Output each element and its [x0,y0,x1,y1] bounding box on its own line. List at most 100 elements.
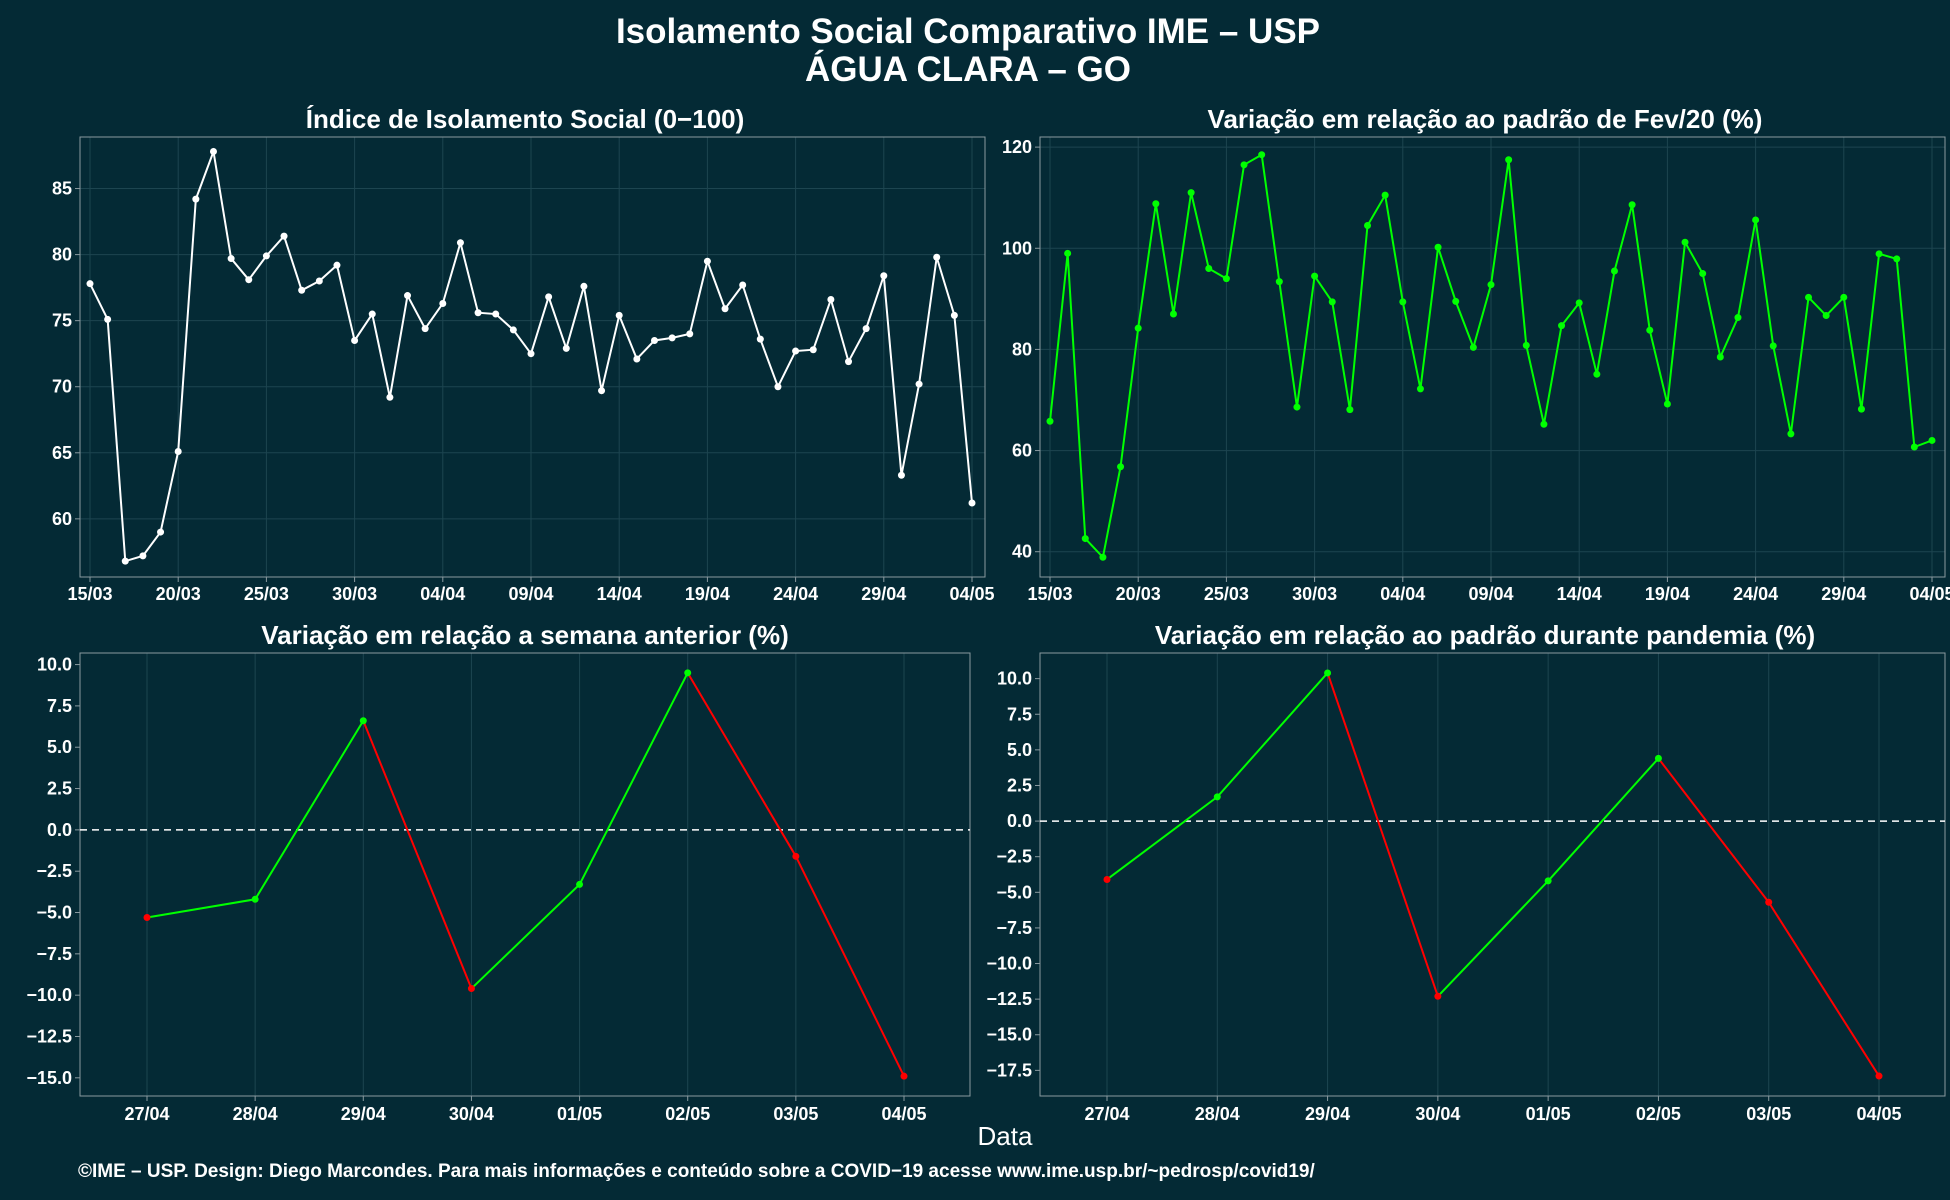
series-segment [254,720,365,900]
data-point [1628,201,1636,209]
series-segment [1326,672,1439,997]
data-point [580,282,588,290]
x-tick-label: 04/05 [1856,1104,1901,1124]
data-point [756,335,764,343]
data-point [104,315,112,323]
plot-area [1040,137,1945,577]
data-point [721,305,729,313]
data-point [1399,298,1407,306]
data-point [1152,200,1160,208]
data-point [1434,243,1442,251]
data-point [1893,255,1901,263]
x-tick-label: 29/04 [1821,584,1866,604]
plot-frame [79,136,986,578]
y-tick-label: 7.5 [1007,704,1032,724]
data-point [492,310,500,318]
plot-frame [1039,652,1946,1097]
x-tick-label: 29/04 [341,1104,386,1124]
x-tick-label: 04/05 [881,1104,926,1124]
data-point [1103,875,1111,883]
y-tick-label: −10.0 [986,954,1032,974]
data-point [1805,293,1813,301]
y-tick-label: 85 [52,179,72,199]
data-point [351,336,359,344]
data-point [900,1072,908,1080]
panel-variation-feb: 15/03 20/03 25/03 30/03 04/04 09/04 14/04 19/04… [1002,136,1950,604]
data-point [1840,293,1848,301]
data-point [1575,299,1583,307]
main-title-line2: ÁGUA CLARA – GO [805,49,1131,89]
data-point [1787,430,1795,438]
data-point [192,195,200,203]
x-axis-label: Data [978,1121,1033,1151]
panel-1-title: Índice de Isolamento Social (0−100) [306,104,745,134]
y-tick-label: −5.0 [996,882,1032,902]
data-point [333,261,341,269]
data-point [1593,370,1601,378]
x-tick-label: 04/04 [1380,584,1425,604]
x-tick-label: 15/03 [67,584,112,604]
data-point [686,330,694,338]
data-point [1910,443,1918,451]
plot-frame [1039,136,1946,578]
x-tick-label: 29/04 [1305,1104,1350,1124]
y-tick-label: 60 [1012,441,1032,461]
x-tick-label: 03/05 [1746,1104,1791,1124]
data-point [280,232,288,240]
x-tick-label: 30/03 [1292,584,1337,604]
data-point [1240,161,1248,169]
x-tick-label: 30/04 [1415,1104,1460,1124]
data-point [1364,222,1372,230]
data-point [968,499,976,507]
series-segment [146,898,256,919]
data-point [404,292,412,300]
x-tick-label: 14/04 [1557,584,1602,604]
data-point [576,880,584,888]
data-point [1452,297,1460,305]
data-point [1654,754,1662,762]
x-tick-label: 03/05 [773,1104,818,1124]
y-tick-label: 2.5 [47,779,72,799]
data-point [1213,793,1221,801]
y-tick-label: −2.5 [36,861,72,881]
data-point [121,557,129,565]
data-point [386,393,394,401]
y-tick-label: 10.0 [37,655,72,675]
series-segment [470,883,581,990]
data-point [143,913,151,921]
data-point [251,895,259,903]
y-tick-label: 65 [52,443,72,463]
data-point [245,276,253,284]
data-point [527,350,535,358]
x-tick-label: 20/03 [156,584,201,604]
data-point [1663,400,1671,408]
data-point [1765,898,1773,906]
y-tick-label: −12.5 [26,1026,72,1046]
series-segment [1657,757,1770,903]
x-tick-label: 28/04 [1195,1104,1240,1124]
data-point [615,311,623,319]
data-point [1205,264,1213,272]
data-point [1716,353,1724,361]
y-tick-label: −15.0 [26,1068,72,1088]
data-point [1381,191,1389,199]
data-point [1734,314,1742,322]
data-point [1346,406,1354,414]
x-tick-label: 02/05 [665,1104,710,1124]
y-tick-label: 60 [52,509,72,529]
data-point [633,355,641,363]
series-segment [362,720,473,989]
data-point [1099,553,1107,561]
data-point [509,326,517,334]
y-tick-label: 100 [1002,238,1032,258]
data-point [86,280,94,288]
data-point [1258,151,1266,159]
y-tick-label: 0.0 [1007,811,1032,831]
y-tick-label: 5.0 [1007,740,1032,760]
x-tick-label: 24/04 [773,584,818,604]
data-point [1046,417,1054,425]
x-tick-label: 29/04 [861,584,906,604]
data-point [174,447,182,455]
x-tick-label: 27/04 [124,1104,169,1124]
data-point [1081,535,1089,543]
